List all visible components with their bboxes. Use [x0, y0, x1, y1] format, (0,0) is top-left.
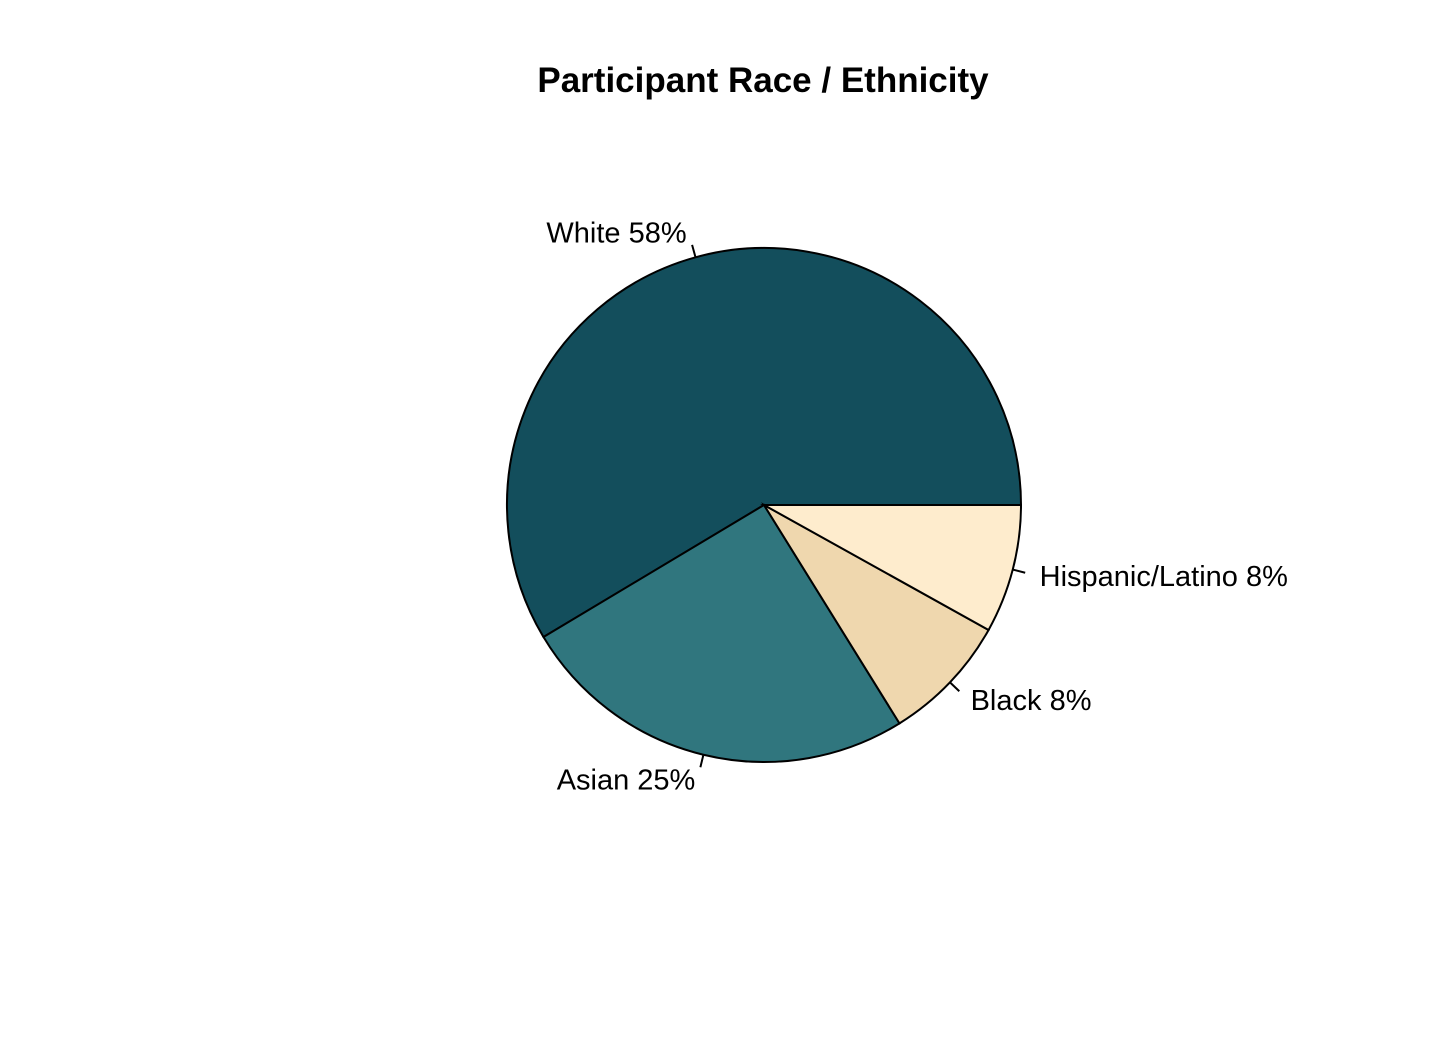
pie-slice-black	[761, 502, 990, 725]
chart-title: Participant Race / Ethnicity	[537, 61, 989, 100]
leader-line	[699, 754, 705, 768]
slice-label: Hispanic/Latino 8%	[1040, 561, 1288, 593]
slice-label: White 58%	[546, 218, 686, 250]
leader-line	[1012, 568, 1026, 574]
slice-label: Black 8%	[971, 685, 1092, 717]
pie-slices	[506, 247, 1023, 763]
pie-slice-asian	[542, 503, 901, 763]
slice-label: Asian 25%	[557, 765, 696, 797]
leader-line	[949, 681, 960, 692]
pie-slice-white	[506, 247, 1023, 639]
pie-labels: White 58% Asian 25% Black 8% Hispanic/Latin…	[546, 218, 1287, 797]
leader-line	[691, 244, 697, 258]
